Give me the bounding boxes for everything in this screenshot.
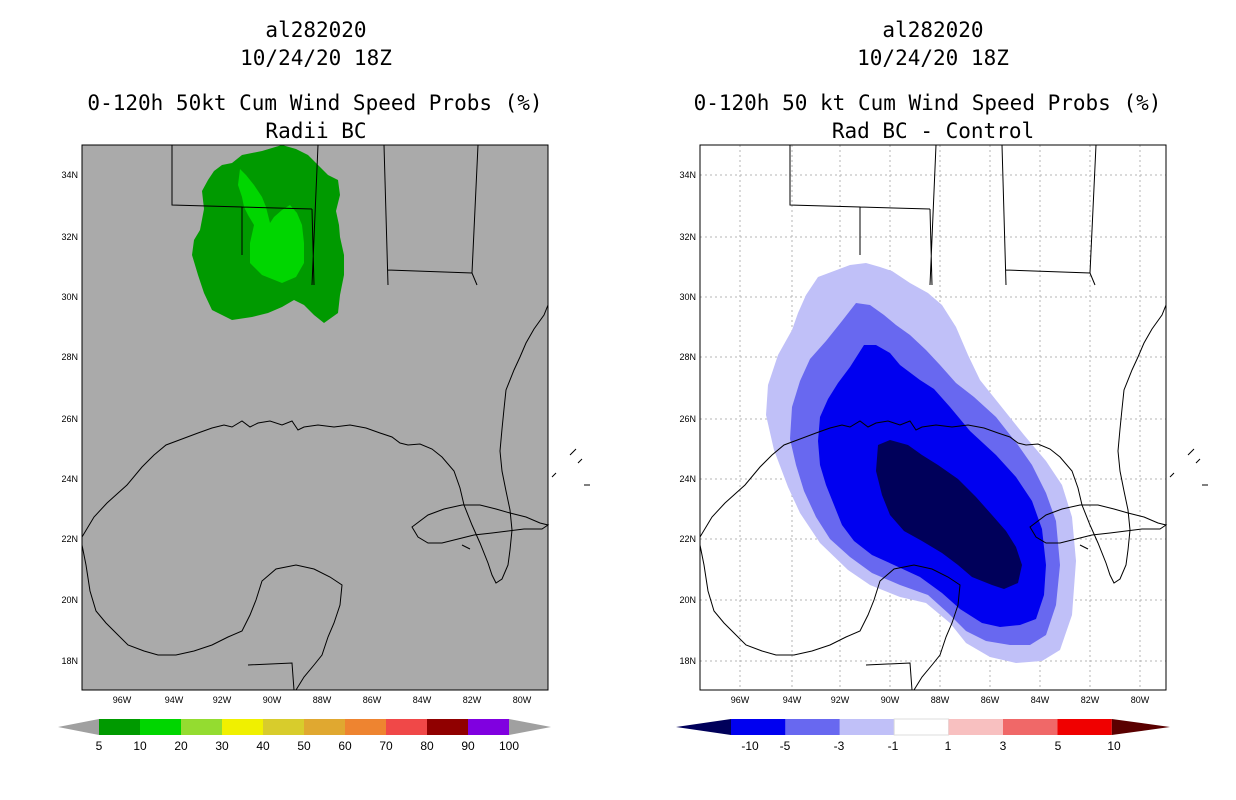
right-gridlines — [700, 145, 1166, 690]
lon-tick-label: 92W — [213, 695, 232, 705]
lat-tick-label: 30N — [61, 292, 78, 302]
left-product-title: 0-120h 50kt Cum Wind Speed Probs (%) — [87, 91, 543, 115]
lat-tick-label: 20N — [61, 595, 78, 605]
colorbar-label: 50 — [297, 739, 311, 753]
colorbar-label: -5 — [780, 739, 791, 753]
colorbar-label: 70 — [379, 739, 393, 753]
lat-tick-label: 24N — [61, 474, 78, 484]
right-cycle: 10/24/20 18Z — [857, 46, 1009, 70]
lon-tick-label: 86W — [363, 695, 382, 705]
left-axis-labels: 96W 94W 92W 90W 88W 86W 84W 82W 80W 34N 32N 30N 28N 2… — [61, 170, 531, 705]
lat-tick-label: 18N — [679, 656, 696, 666]
lon-tick-label: 84W — [1031, 695, 1050, 705]
right-product-title: 0-120h 50 kt Cum Wind Speed Probs (%) — [693, 91, 1162, 115]
left-contour-10pct — [238, 169, 304, 283]
colorbar-swatch — [731, 719, 786, 735]
lat-tick-label: 24N — [679, 474, 696, 484]
lat-tick-label: 32N — [679, 232, 696, 242]
lat-tick-label: 22N — [679, 534, 696, 544]
colorbar-label: -3 — [834, 739, 845, 753]
colorbar-label: 5 — [96, 739, 103, 753]
colorbar-swatch — [1003, 719, 1058, 735]
colorbar-swatch — [99, 719, 140, 735]
lon-tick-label: 86W — [981, 695, 1000, 705]
lon-tick-label: 94W — [165, 695, 184, 705]
lat-tick-label: 18N — [61, 656, 78, 666]
lat-tick-label: 34N — [61, 170, 78, 180]
left-storm-id: al282020 — [265, 18, 367, 42]
colorbar-label: 40 — [256, 739, 270, 753]
colorbar-swatch — [222, 719, 263, 735]
lon-tick-label: 80W — [1131, 695, 1150, 705]
right-colorbar: -10 -5 -3 -1 1 3 5 10 — [676, 718, 1170, 753]
colorbar-swatch — [386, 719, 427, 735]
colorbar-swatch — [427, 719, 468, 735]
lat-tick-label: 26N — [61, 414, 78, 424]
colorbar-swatch — [140, 719, 181, 735]
lon-tick-label: 96W — [731, 695, 750, 705]
colorbar-label: 5 — [1055, 739, 1062, 753]
colorbar-left-arrow — [58, 719, 99, 735]
colorbar-right-arrow — [509, 719, 551, 735]
lon-tick-label: 92W — [831, 695, 850, 705]
colorbar-label: 80 — [420, 739, 434, 753]
colorbar-swatch — [839, 719, 895, 735]
lat-tick-label: 26N — [679, 414, 696, 424]
lon-tick-label: 96W — [113, 695, 132, 705]
lon-tick-label: 88W — [313, 695, 332, 705]
lon-tick-label: 84W — [413, 695, 432, 705]
colorbar-label: 3 — [1000, 739, 1007, 753]
colorbar-label: 10 — [1107, 739, 1121, 753]
right-subtitle: Rad BC - Control — [831, 119, 1035, 143]
lat-tick-label: 28N — [679, 352, 696, 362]
colorbar-swatch — [893, 718, 950, 736]
lon-tick-label: 82W — [463, 695, 482, 705]
colorbar-left-arrow — [676, 719, 731, 735]
colorbar-swatch — [304, 719, 345, 735]
colorbar-swatch — [948, 719, 1003, 735]
left-map-panel — [81, 144, 591, 691]
colorbar-label: 10 — [133, 739, 147, 753]
colorbar-swatch — [468, 719, 509, 735]
left-subtitle: Radii BC — [265, 119, 367, 143]
colorbar-swatch — [181, 719, 222, 735]
lon-tick-label: 80W — [513, 695, 532, 705]
colorbar-label: 90 — [461, 739, 475, 753]
colorbar-label: 100 — [499, 739, 519, 753]
colorbar-swatch — [345, 719, 386, 735]
colorbar-label: 30 — [215, 739, 229, 753]
colorbar-label: 1 — [945, 739, 952, 753]
lon-tick-label: 88W — [931, 695, 950, 705]
lat-tick-label: 30N — [679, 292, 696, 302]
right-storm-id: al282020 — [882, 18, 984, 42]
left-cycle: 10/24/20 18Z — [240, 46, 392, 70]
right-axis-labels: 96W 94W 92W 90W 88W 86W 84W 82W 80W 34N 32N 30N 28N 2… — [679, 170, 1149, 705]
colorbar-swatch — [1057, 719, 1112, 735]
lon-tick-label: 90W — [263, 695, 282, 705]
colorbar-swatch — [785, 719, 840, 735]
left-colorbar: 5 10 20 30 40 50 60 70 80 90 100 — [58, 719, 551, 753]
lat-tick-label: 34N — [679, 170, 696, 180]
lat-tick-label: 32N — [61, 232, 78, 242]
right-map-panel — [699, 144, 1209, 691]
colorbar-label: -10 — [741, 739, 759, 753]
lat-tick-label: 28N — [61, 352, 78, 362]
colorbar-swatch — [263, 719, 304, 735]
lat-tick-label: 22N — [61, 534, 78, 544]
colorbar-label: 20 — [174, 739, 188, 753]
lat-tick-label: 20N — [679, 595, 696, 605]
lon-tick-label: 82W — [1081, 695, 1100, 705]
colorbar-label: 60 — [338, 739, 352, 753]
right-contour-minus10 — [876, 440, 1022, 589]
colorbar-label: -1 — [888, 739, 899, 753]
lon-tick-label: 90W — [881, 695, 900, 705]
lon-tick-label: 94W — [783, 695, 802, 705]
colorbar-right-arrow — [1111, 719, 1170, 735]
